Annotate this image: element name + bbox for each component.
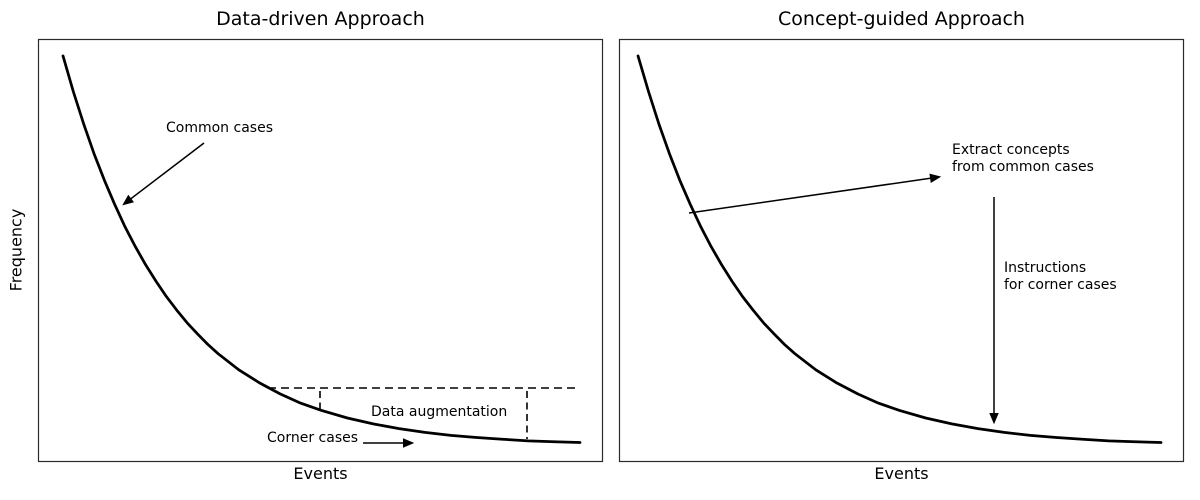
left-y-axis-label: Frequency [6, 208, 26, 292]
right-axes-frame [618, 38, 1185, 463]
right-chart-title: Concept-guided Approach [778, 8, 1025, 30]
frequency-curve-right [636, 54, 1163, 444]
extract-concepts-annotation: Extract concepts from common cases [952, 142, 1094, 175]
frequency-curve-left [61, 54, 582, 444]
left-x-axis-label: Events [293, 464, 348, 483]
right-x-axis-label: Events [874, 464, 929, 483]
common-cases-annotation: Common cases [166, 120, 273, 136]
common-cases-arrow [122, 142, 205, 206]
left-chart-title: Data-driven Approach [216, 8, 425, 30]
instructions-annotation: Instructions for corner cases [1004, 260, 1117, 293]
corner-cases-annotation: Corner cases [267, 430, 359, 446]
extract-concepts-arrow [688, 173, 942, 214]
left-axes-frame [37, 38, 604, 463]
data-augmentation-annotation: Data augmentation [371, 404, 508, 420]
